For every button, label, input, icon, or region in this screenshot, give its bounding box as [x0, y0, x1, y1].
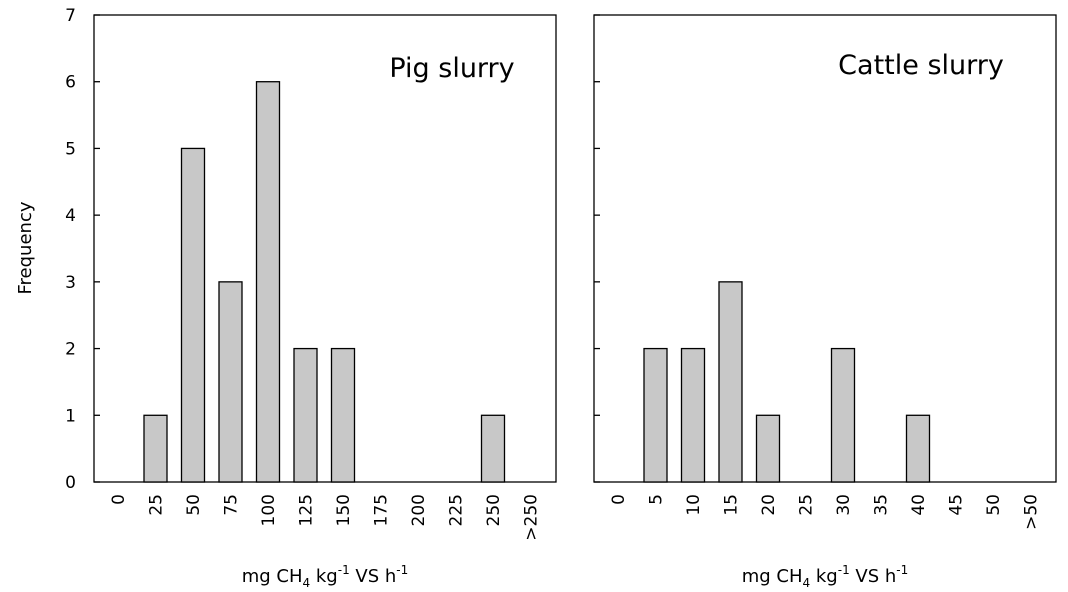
pig-bar-5	[293, 347, 318, 483]
pig-bar-10	[480, 414, 506, 483]
pig-ytick-label-2: 2	[65, 340, 76, 360]
pig-ytick-label-6: 6	[65, 73, 76, 93]
cattle-bar-1	[643, 347, 668, 483]
cattle-xtick-label-11: >50	[1022, 494, 1042, 530]
cattle-xtick-label-4: 20	[759, 494, 779, 516]
cattle-xtick-label-9: 45	[947, 494, 967, 516]
pig-xtick-label-1: 25	[147, 494, 167, 516]
pig-xtick-label-9: 225	[447, 494, 467, 526]
cattle-xtick-label-8: 40	[909, 494, 929, 516]
pig-ytick-label-1: 1	[65, 406, 76, 426]
pig-xtick-label-2: 50	[184, 494, 204, 516]
pig-bar-3	[218, 281, 243, 483]
pig-plot-frame	[93, 14, 557, 483]
pig-panel-title: Pig slurry	[389, 53, 514, 84]
pig-xtick-label-3: 75	[222, 494, 242, 516]
pig-x-axis-title: mg CH4 kg-1 VS h-1	[242, 563, 409, 590]
pig-xtick-label-8: 200	[409, 494, 429, 526]
pig-xtick-label-10: 250	[484, 494, 504, 526]
pig-xtick-label-11: >250	[522, 494, 542, 541]
cattle-xtick-label-7: 35	[872, 494, 892, 516]
cattle-slurry-panel: Cattle slurry 0 5 10 15 20 25 30 35 40 45 50 >50 mg…	[593, 14, 1057, 590]
cattle-x-axis-title: mg CH4 kg-1 VS h-1	[742, 563, 909, 590]
pig-xtick-label-5: 125	[297, 494, 317, 526]
pig-xtick-label-6: 150	[334, 494, 354, 526]
cattle-bar-3	[718, 281, 743, 483]
cattle-xtick-label-1: 5	[647, 494, 667, 505]
pig-slurry-panel: Pig slurry 0 1 2 3 4 5 6 7 0 25 50 75 100 125 150 175 2…	[65, 6, 557, 590]
cattle-xtick-label-10: 50	[984, 494, 1004, 516]
cattle-xtick-label-6: 30	[834, 494, 854, 516]
pig-ytick-label-7: 7	[65, 6, 76, 26]
cattle-panel-title: Cattle slurry	[838, 50, 1004, 81]
cattle-xtick-label-2: 10	[684, 494, 704, 516]
pig-bar-4	[255, 81, 281, 483]
cattle-xtick-label-0: 0	[609, 494, 629, 505]
cattle-xtick-label-3: 15	[722, 494, 742, 516]
cattle-xtick-label-5: 25	[797, 494, 817, 516]
pig-bar-1	[143, 414, 168, 483]
pig-ytick-label-5: 5	[65, 139, 76, 159]
cattle-plot-frame	[593, 14, 1057, 483]
pig-xtick-label-7: 175	[372, 494, 392, 526]
cattle-bar-4	[755, 414, 781, 483]
pig-bar-6	[330, 347, 356, 483]
cattle-bar-2	[680, 347, 706, 483]
pig-ytick-label-0: 0	[65, 473, 76, 493]
pig-xtick-label-0: 0	[109, 494, 129, 505]
cattle-bar-8	[905, 414, 931, 483]
y-axis-title: Frequency	[15, 201, 36, 294]
cattle-bar-6	[830, 347, 856, 483]
pig-xtick-label-4: 100	[259, 494, 279, 526]
pig-bar-2	[180, 147, 206, 483]
pig-ytick-label-3: 3	[65, 273, 76, 293]
pig-ytick-label-4: 4	[65, 206, 76, 226]
